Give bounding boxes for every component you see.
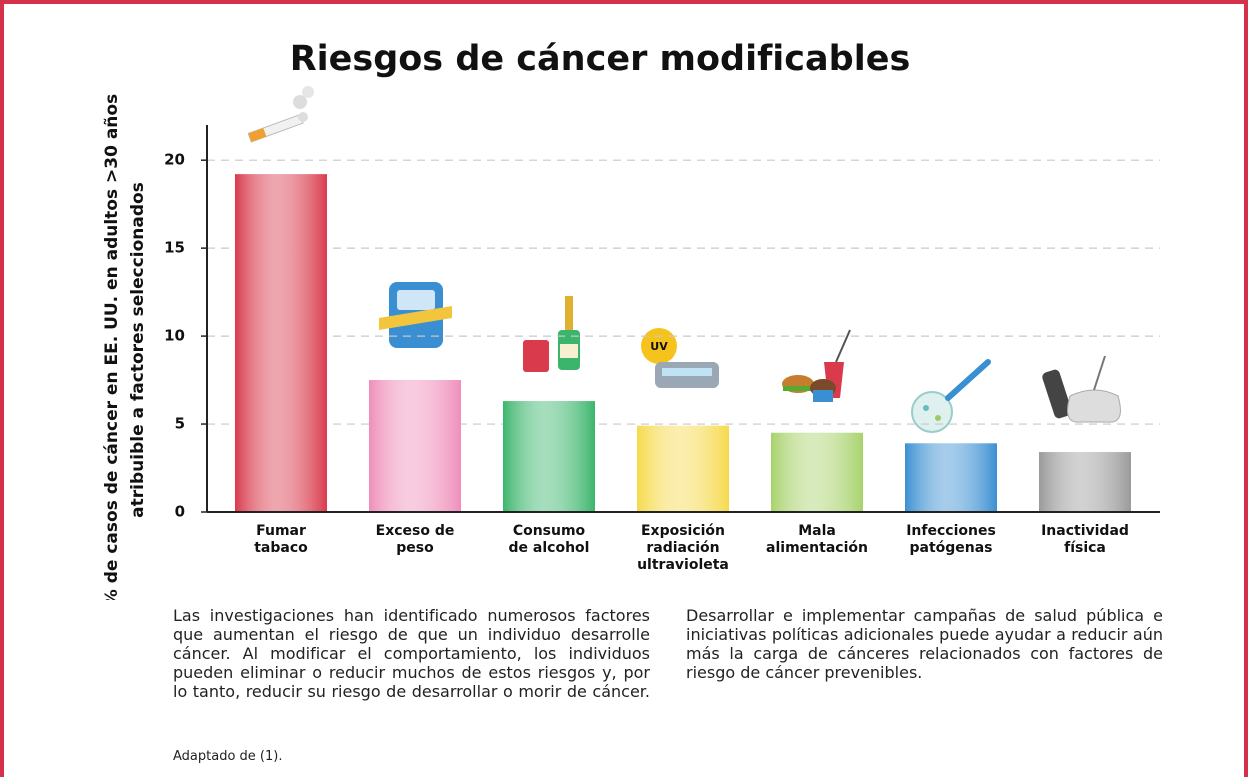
chart-title: Riesgos de cáncer modificables (290, 39, 911, 79)
svg-text:UV: UV (650, 340, 668, 353)
x-tick-label: Exceso de peso (376, 523, 455, 556)
icon-drinks (523, 296, 580, 372)
icon-petri (911, 359, 991, 433)
bar (637, 425, 729, 512)
x-tick-label: Fumar tabaco (254, 523, 308, 556)
bar (1039, 452, 1131, 512)
x-tick-label: Infecciones patógenas (906, 523, 996, 556)
chart: Riesgos de cáncer modificables % de caso… (102, 39, 1160, 600)
icon-food (782, 329, 851, 402)
y-tick-label: 15 (164, 239, 185, 257)
bar (235, 174, 327, 512)
y-axis-label: % de casos de cáncer en EE. UU. en adult… (102, 94, 122, 600)
x-tick-label: Mala alimentación (766, 523, 868, 556)
bar (503, 401, 595, 512)
source-note: Adaptado de (1). (173, 749, 283, 764)
x-tick-label: Consumo de alcohol (509, 523, 590, 556)
icon-scale (379, 282, 452, 348)
bar (369, 380, 461, 512)
paragraph: Las investigaciones han identificado num… (173, 606, 1163, 701)
icon-cigarette (247, 86, 314, 143)
y-tick-label: 20 (164, 151, 185, 169)
y-tick-label: 10 (164, 327, 185, 345)
icon-remote-gamepad (1042, 355, 1121, 423)
bar (771, 432, 863, 512)
icon-tanning: UV (641, 328, 719, 388)
x-tick-label: Exposición radiación ultravioleta (637, 523, 729, 573)
y-axis-label: atribuible a factores seleccionados (128, 182, 148, 518)
y-tick-label: 0 (175, 503, 185, 521)
x-tick-label: Inactividad física (1041, 523, 1129, 556)
y-tick-label: 5 (175, 415, 185, 433)
bar (905, 443, 997, 512)
